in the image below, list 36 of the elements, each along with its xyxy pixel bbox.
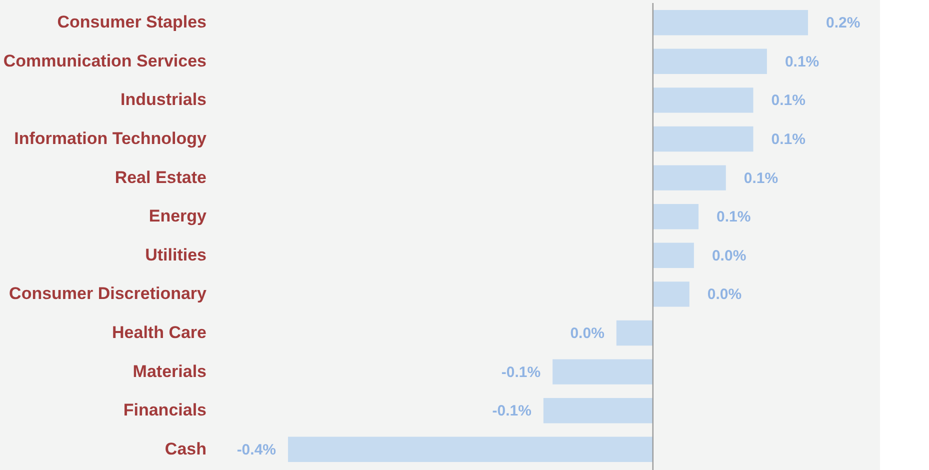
y-tick-label: Consumer Staples: [57, 12, 206, 32]
y-tick-label: Utilities: [145, 245, 206, 264]
bar: [288, 436, 653, 462]
y-tick-label: Information Technology: [14, 128, 208, 148]
data-label: 0.0%: [712, 247, 746, 264]
bar: [652, 242, 694, 268]
data-label: 0.1%: [744, 170, 778, 187]
data-label: 0.0%: [707, 286, 742, 304]
y-tick-label: Real Estate: [114, 168, 206, 187]
y-tick-label: Communication Services: [3, 51, 206, 70]
y-tick-label: Financials: [123, 400, 206, 420]
y-tick-label: Industrials: [120, 90, 206, 110]
data-label: -0.1%: [501, 364, 541, 381]
data-label: 0.1%: [771, 130, 806, 148]
data-label: 0.1%: [771, 92, 806, 110]
data-label: 0.1%: [716, 208, 751, 226]
data-label: 0.2%: [826, 14, 860, 32]
y-tick-label: Consumer Discretionary: [9, 284, 208, 304]
y-tick-label: Energy: [148, 206, 208, 226]
bar: [652, 282, 690, 307]
y-tick-label: Health Care: [112, 323, 206, 342]
bar: [652, 88, 754, 113]
bar: [652, 48, 767, 74]
bar: [652, 10, 808, 36]
bar: [652, 204, 699, 230]
y-tick-label: Cash: [164, 439, 206, 458]
bar: [616, 320, 653, 346]
data-label: 0.0%: [570, 325, 604, 342]
bar: [543, 398, 653, 424]
data-label: -0.4%: [236, 441, 276, 458]
bar: [652, 126, 754, 152]
bar: [652, 165, 726, 190]
bar: [552, 359, 653, 384]
data-label: -0.1%: [492, 402, 532, 420]
data-label: 0.1%: [784, 53, 820, 70]
y-tick-label: Materials: [132, 362, 206, 381]
